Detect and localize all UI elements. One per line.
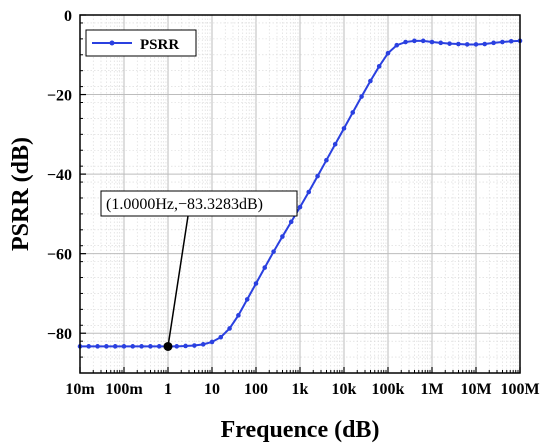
psrr-data-point [500, 39, 505, 45]
psrr-data-point [192, 343, 197, 348]
psrr-data-point [429, 39, 435, 45]
x-tick-label: 100 [244, 381, 268, 398]
x-tick-label: 10 [204, 381, 220, 398]
legend: PSRR [85, 29, 197, 57]
x-tick-label: 1M [420, 381, 443, 398]
psrr-data-point [86, 344, 92, 349]
psrr-data-point [482, 41, 488, 47]
y-tick-label: −60 [47, 247, 72, 264]
annotation: (1.0000Hz,−83.3283dB) [100, 190, 298, 351]
psrr-data-point [491, 40, 496, 46]
x-tick-label: 10k [332, 381, 357, 398]
psrr-data-point [253, 281, 259, 286]
psrr-data-point [438, 40, 444, 46]
psrr-data-point [262, 265, 268, 270]
legend-marker [109, 40, 115, 46]
psrr-data-point [200, 342, 206, 347]
psrr-data-point [324, 157, 329, 163]
psrr-data-point [218, 334, 224, 340]
psrr-data-point [350, 110, 356, 115]
x-tick-label: 100m [105, 381, 143, 398]
psrr-data-point [121, 344, 127, 349]
psrr-data-point [332, 141, 338, 147]
psrr-data-point [420, 38, 426, 44]
psrr-data-point [288, 219, 294, 225]
psrr-data-point [139, 344, 144, 349]
psrr-data-point [95, 344, 100, 349]
psrr-data-point [183, 343, 188, 349]
y-axis-title: PSRR (dB) [8, 137, 34, 251]
y-tick-label: 0 [64, 8, 72, 25]
x-tick-label: 100k [372, 381, 405, 398]
psrr-data-point [112, 344, 118, 349]
series-layer [77, 38, 523, 349]
y-tick-label: −80 [47, 326, 72, 343]
x-axis-title: Frequence (dB) [221, 417, 380, 443]
psrr-data-point [473, 42, 479, 47]
x-tick-label: 100M [500, 381, 539, 398]
legend-label-psrr: PSRR [140, 37, 179, 53]
x-tick-label: 10M [460, 381, 491, 398]
x-tick-label: 10m [65, 381, 95, 398]
psrr-data-point [368, 78, 373, 84]
x-tick-label: 1 [164, 381, 172, 398]
psrr-data-point [447, 41, 452, 46]
psrr-data-point [306, 189, 312, 195]
psrr-data-point [236, 313, 241, 318]
psrr-data-point [403, 39, 408, 45]
psrr-data-point [174, 344, 180, 349]
psrr-data-point [508, 38, 514, 44]
psrr-data-point [315, 173, 320, 179]
psrr-data-point [412, 38, 417, 44]
psrr-data-point [280, 234, 285, 239]
annotation-marker [163, 341, 173, 351]
y-tick-label: −20 [47, 88, 72, 105]
y-tick-label: −40 [47, 167, 72, 184]
psrr-data-point [156, 344, 162, 349]
annotation-leader-line [167, 215, 189, 347]
annotation-text: (1.0000Hz,−83.3283dB) [106, 196, 263, 213]
psrr-data-point [376, 64, 382, 69]
psrr-data-point [394, 42, 400, 48]
psrr-data-point [464, 42, 470, 47]
psrr-data-point [359, 94, 364, 99]
psrr-data-point [209, 339, 215, 345]
axis-tick-labels: 10m 100m 1 10 100 1k 10k 100k 1M 10M 100M −80 −60 −40… [47, 8, 540, 398]
psrr-data-point [130, 344, 136, 349]
axis-ticks [79, 14, 521, 374]
psrr-data-point [297, 204, 303, 210]
annotation-box [100, 190, 298, 217]
psrr-data-point [104, 344, 109, 349]
psrr-data-point [271, 249, 276, 254]
psrr-data-point [148, 344, 153, 349]
psrr-data-point [456, 41, 461, 47]
psrr-data-point [227, 326, 232, 331]
psrr-data-point [244, 297, 250, 302]
x-tick-label: 1k [292, 381, 309, 398]
psrr-data-point [385, 50, 391, 56]
psrr-data-point [341, 126, 347, 131]
